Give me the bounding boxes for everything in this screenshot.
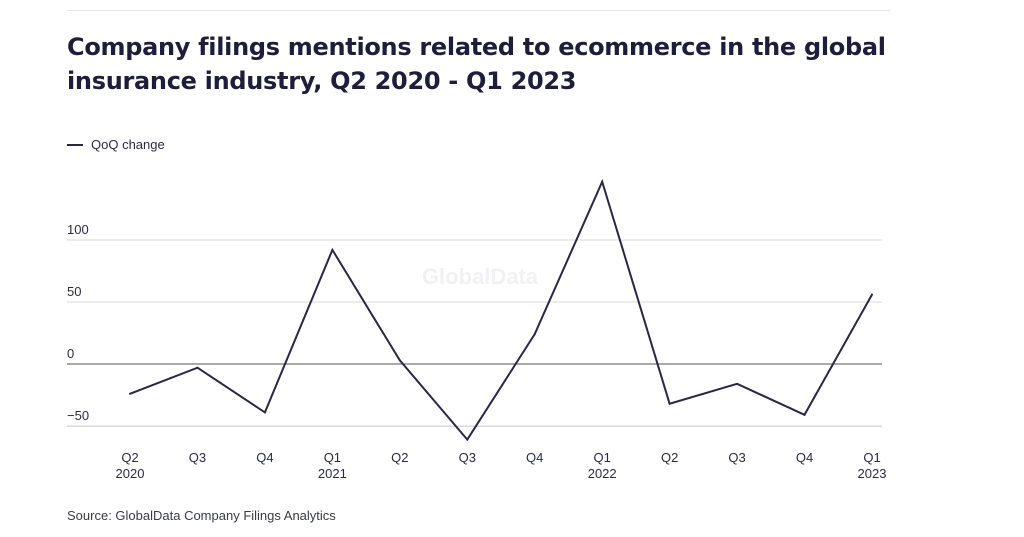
data-point — [263, 411, 266, 414]
x-tick-label: Q4 — [796, 450, 813, 465]
y-tick-label: 100 — [67, 222, 89, 237]
data-point — [803, 413, 806, 416]
data-point — [668, 402, 671, 405]
data-point — [601, 180, 604, 183]
data-point — [129, 392, 131, 395]
x-tick-label: Q3 — [459, 450, 476, 465]
data-point — [398, 359, 401, 362]
series-layer — [129, 178, 873, 442]
data-point — [196, 366, 199, 369]
x-tick-label: Q4 — [256, 450, 273, 465]
x-tick-year-label: 2023 — [858, 466, 887, 481]
data-point — [736, 382, 739, 385]
x-tick-label: Q2 — [121, 450, 138, 465]
x-tick-label: Q1 — [594, 450, 611, 465]
x-tick-label: Q2 — [391, 450, 408, 465]
x-tick-label: Q1 — [863, 450, 880, 465]
x-tick-label: Q1 — [324, 450, 341, 465]
y-tick-label: 50 — [67, 284, 81, 299]
data-point — [871, 293, 873, 296]
data-point — [331, 248, 334, 251]
series-line — [129, 178, 873, 442]
x-tick-year-label: 2020 — [116, 466, 145, 481]
x-tick-label: Q2 — [661, 450, 678, 465]
x-tick-year-label: 2022 — [588, 466, 617, 481]
chart-title: Company filings mentions related to ecom… — [67, 33, 886, 95]
y-axis-ticks: 100 50 0 −50 — [67, 222, 89, 423]
legend-line-swatch — [67, 143, 83, 146]
legend-label: QoQ change — [91, 137, 165, 152]
legend: QoQ change — [67, 137, 165, 152]
x-tick-label: Q3 — [189, 450, 206, 465]
data-point — [466, 438, 469, 441]
x-tick-label: Q4 — [526, 450, 543, 465]
data-point — [533, 333, 536, 336]
watermark: GlobalData — [422, 264, 539, 289]
x-tick-label: Q3 — [728, 450, 745, 465]
y-tick-label: −50 — [67, 408, 89, 423]
y-tick-label: 0 — [67, 346, 74, 361]
top-divider — [67, 10, 890, 11]
source-note: Source: GlobalData Company Filings Analy… — [67, 508, 336, 523]
x-tick-year-label: 2021 — [318, 466, 347, 481]
